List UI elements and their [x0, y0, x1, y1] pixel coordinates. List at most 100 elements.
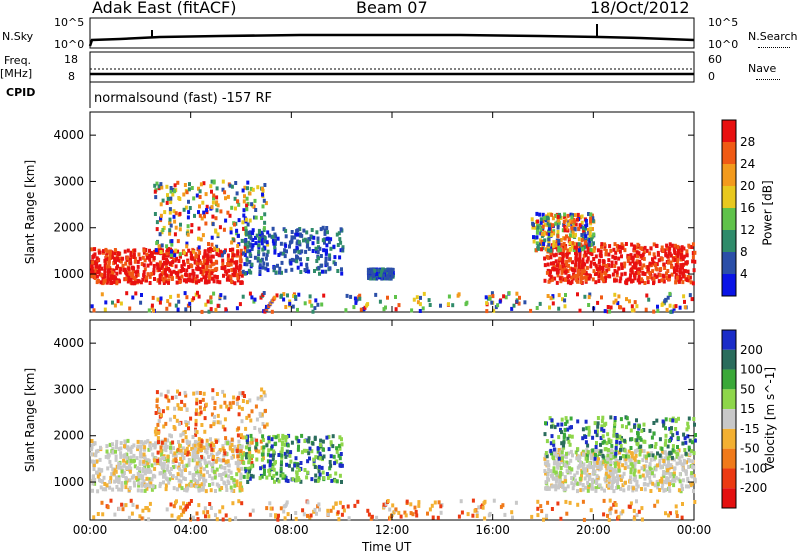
data-cell [682, 432, 686, 437]
data-cell [660, 464, 664, 469]
data-cell [240, 444, 244, 449]
data-cell [658, 458, 662, 463]
data-cell [218, 280, 222, 285]
data-cell [124, 475, 128, 480]
data-cell [225, 488, 229, 492]
data-cell [202, 181, 206, 186]
data-cell [202, 445, 206, 450]
data-cell [198, 195, 202, 199]
data-cell [144, 506, 148, 510]
data-cell [571, 260, 574, 265]
data-cell [97, 467, 101, 472]
data-cell [139, 452, 143, 457]
data-cell [234, 461, 238, 466]
data-cell [131, 502, 135, 507]
data-cell [249, 473, 253, 478]
data-cell [679, 263, 683, 268]
data-cell [341, 245, 345, 250]
data-cell [218, 487, 222, 492]
data-cell [197, 437, 201, 442]
data-cell [120, 502, 124, 507]
data-cell [201, 200, 205, 205]
data-cell [584, 440, 588, 445]
data-cell [260, 257, 264, 262]
data-cell [591, 435, 595, 440]
data-cell [108, 254, 112, 259]
data-cell [680, 252, 683, 257]
data-cell [152, 270, 156, 275]
data-cell [623, 271, 627, 276]
data-cell [618, 474, 622, 479]
data-cell [677, 277, 681, 282]
data-cell [150, 305, 154, 310]
data-cell [669, 430, 673, 435]
data-cell [235, 449, 239, 453]
data-cell [598, 460, 602, 465]
data-cell [547, 279, 551, 284]
data-cell [115, 478, 119, 483]
data-cell [200, 482, 204, 487]
data-cell [354, 300, 358, 305]
data-cell [598, 264, 602, 269]
data-cell [177, 259, 181, 263]
data-cell [660, 456, 664, 460]
data-cell [581, 257, 585, 262]
data-cell [552, 243, 556, 248]
data-cell [181, 438, 185, 443]
data-cell [230, 476, 234, 480]
data-cell [293, 249, 297, 254]
data-cell [563, 215, 567, 220]
data-cell [156, 268, 160, 273]
data-cell [584, 435, 588, 439]
data-cell [576, 489, 579, 494]
data-cell [657, 279, 661, 284]
data-cell [557, 306, 561, 311]
data-cell [257, 238, 261, 243]
data-cell [662, 471, 666, 476]
data-cell [163, 271, 167, 276]
data-cell [327, 447, 331, 452]
data-cell [177, 299, 181, 304]
data-cell [591, 218, 595, 223]
data-cell [236, 460, 240, 465]
data-cell [574, 478, 577, 483]
data-cell [688, 458, 691, 463]
data-cell [168, 302, 172, 307]
data-cell [640, 487, 643, 491]
data-cell [536, 219, 540, 224]
data-cell [661, 273, 665, 278]
data-cell [550, 233, 554, 238]
data-cell [630, 437, 634, 442]
data-cell [585, 459, 589, 463]
data-cell [305, 475, 309, 480]
data-cell [238, 258, 242, 263]
data-cell [109, 463, 113, 468]
data-cell [221, 250, 225, 255]
data-cell [257, 249, 261, 254]
data-cell [147, 517, 151, 522]
data-cell [160, 243, 164, 248]
data-cell [481, 505, 485, 510]
data-cell [683, 436, 687, 441]
data-cell [585, 426, 589, 431]
data-cell [592, 467, 595, 472]
data-cell [640, 506, 644, 511]
data-cell [306, 239, 310, 244]
data-cell [228, 183, 232, 188]
data-cell [367, 270, 371, 274]
data-cell [578, 308, 582, 313]
data-cell [322, 476, 326, 480]
data-cell [129, 253, 133, 258]
data-cell [651, 257, 654, 262]
ytick-label: 2000 [53, 221, 84, 235]
data-cell [236, 244, 240, 248]
data-cell [235, 273, 239, 278]
data-cell [549, 246, 553, 251]
data-cell [94, 268, 98, 273]
data-cell [171, 474, 175, 479]
data-cell [279, 506, 283, 511]
data-cell [594, 452, 597, 457]
data-cell [241, 435, 245, 440]
data-cell [332, 244, 336, 249]
data-cell [620, 254, 623, 259]
